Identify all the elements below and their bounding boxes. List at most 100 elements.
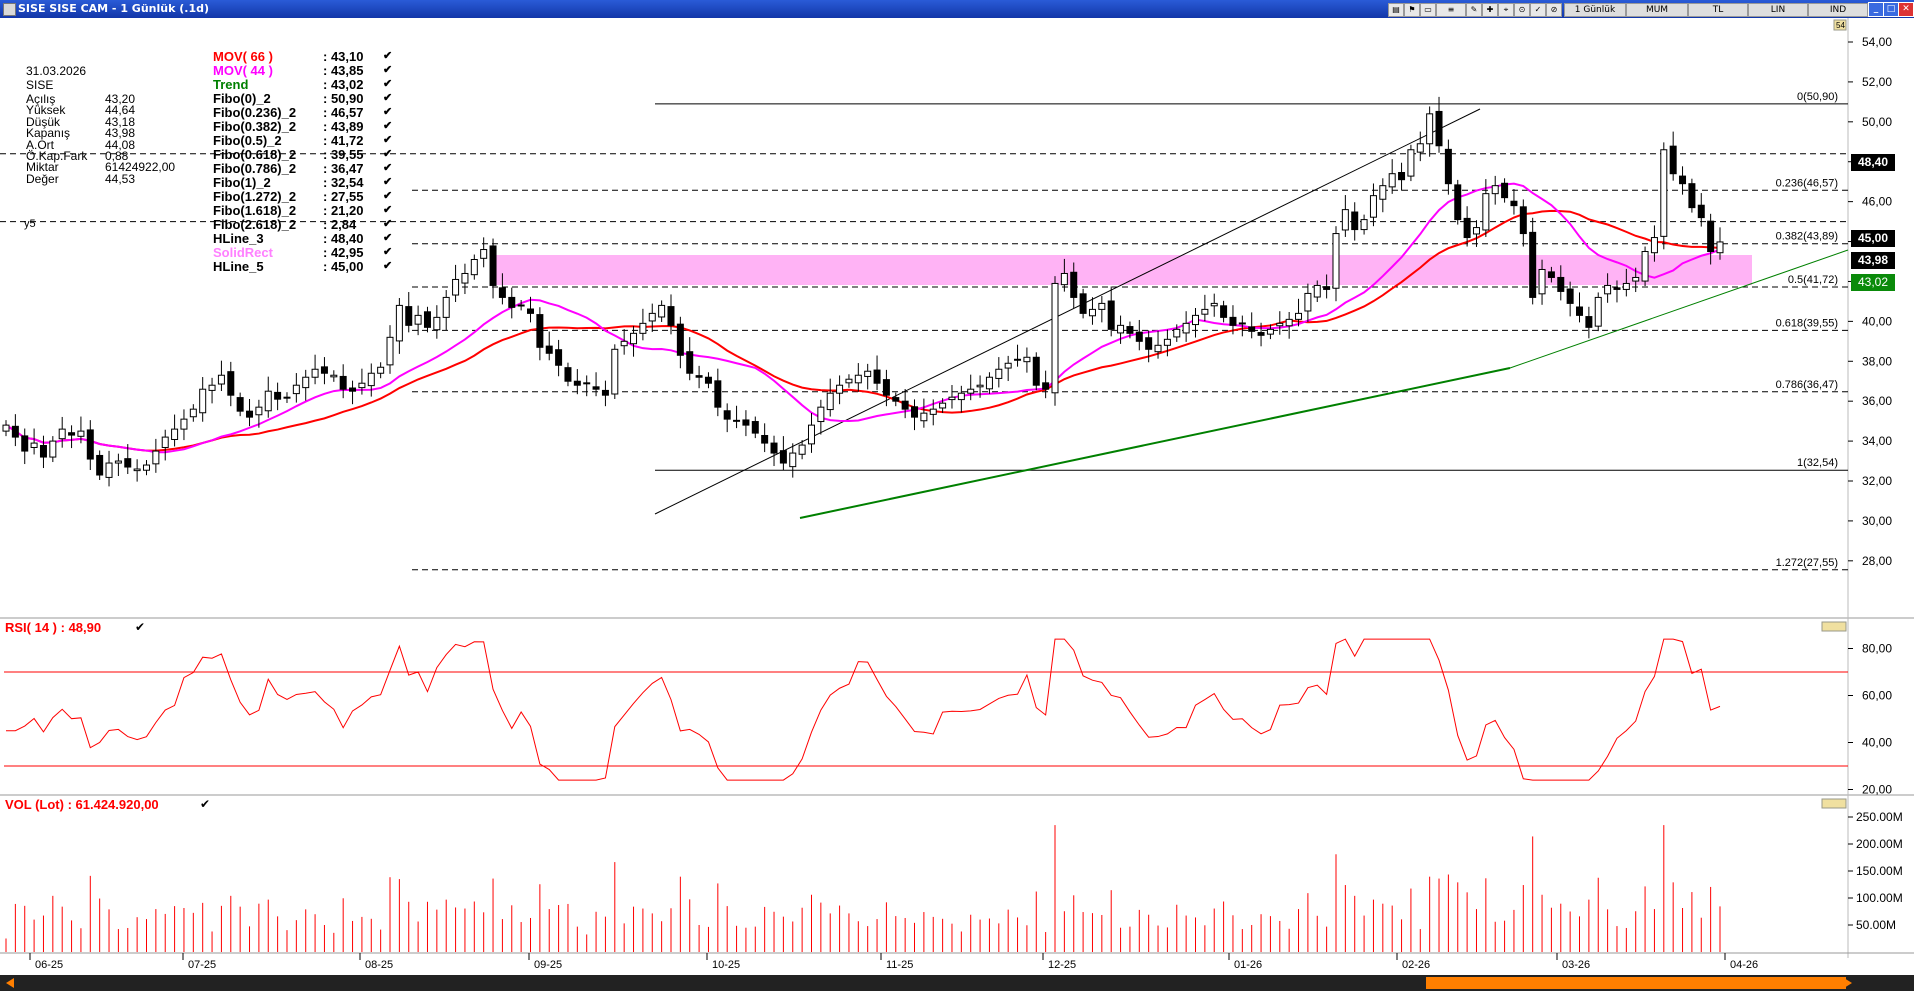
scroll-left-icon[interactable] [6,978,14,988]
time-tick-label: 02-26 [1402,959,1430,971]
indicator-row[interactable]: Fibo(1.618)_2: 21,20 ✔ [213,203,413,218]
scroll-right-icon[interactable] [1844,978,1852,988]
rsi-checkmark-icon[interactable]: ✔ [135,620,146,634]
fibo-label: 0.5(41,72) [1788,274,1838,286]
visibility-check-icon[interactable]: ✔ [383,218,393,230]
info-row: Açılış 43,20 [26,92,186,106]
indicator-row[interactable]: Fibo(0.786)_2: 36,47 ✔ [213,161,413,176]
candle-body [171,428,179,440]
candle-body [920,412,928,422]
flag-icon[interactable]: ⚑ [1404,3,1420,17]
ma44-line [5,182,1721,454]
indicator-row[interactable]: Fibo(1.272)_2: 27,55 ✔ [213,189,413,204]
candle-body [480,249,488,259]
indicator-name: Fibo(0)_2 [213,91,271,106]
rsi-panel-controls[interactable] [1821,621,1847,632]
indicator-value: : 32,54 [323,175,364,190]
candle-body [274,391,282,400]
tool-icon[interactable]: ✓ [1530,3,1546,17]
candle-body [1079,293,1087,314]
visibility-check-icon[interactable]: ✔ [383,162,393,174]
indicator-row[interactable]: Fibo(1)_2: 32,54 ✔ [213,175,413,190]
indicator-row[interactable]: Fibo(0.5)_2: 41,72 ✔ [213,133,413,148]
tool-icon[interactable]: ✚ [1482,3,1498,17]
indicator-row[interactable]: MOV( 66 ): 43,10 ✔ [213,49,413,64]
indicator-row[interactable]: Fibo(0.382)_2: 43,89 ✔ [213,119,413,134]
candle-body [723,410,731,420]
visibility-check-icon[interactable]: ✔ [383,78,393,90]
indicator-value: : 43,10 [323,49,364,64]
indicator-row[interactable]: Fibo(0)_2: 50,90 ✔ [213,91,413,106]
tool-icon[interactable]: ⌖ [1498,3,1514,17]
chart-icon[interactable]: ▤ [1388,3,1404,17]
visibility-check-icon[interactable]: ✔ [383,148,393,160]
candle-body [667,306,675,326]
tool-icon[interactable]: ⊘ [1546,3,1562,17]
candle-body [1622,282,1630,290]
visibility-check-icon[interactable]: ✔ [383,232,393,244]
candle-body [1426,113,1434,145]
candle-body [1351,211,1359,231]
time-axis: 06-25 07-25 08-25 09-25 10-25 11-25 12-25 01-26… [29,953,1758,971]
tool-icon[interactable]: ⊙ [1514,3,1530,17]
candle-body [395,304,403,342]
time-tick-label: 09-25 [534,959,562,971]
candle-body [367,372,375,387]
scale-tag[interactable] [1833,19,1847,31]
minimize-button[interactable]: _ [1868,2,1884,17]
indicator-button[interactable]: IND [1808,3,1868,17]
candle-body [789,452,797,468]
window-icon[interactable]: ▭ [1420,3,1436,17]
window-menu-icon[interactable] [3,3,16,16]
visibility-check-icon[interactable]: ✔ [383,120,393,132]
indicator-row[interactable]: Trend: 43,02 ✔ [213,77,413,92]
candle-body [1032,356,1040,386]
indicator-row[interactable]: MOV( 44 ): 43,85 ✔ [213,63,413,78]
visibility-check-icon[interactable]: ✔ [383,92,393,104]
candle-body [892,397,900,402]
candle-body [1557,276,1565,292]
candle-body [1388,173,1396,188]
visibility-check-icon[interactable]: ✔ [383,246,393,258]
candle-body [601,389,609,396]
visibility-check-icon[interactable]: ✔ [383,106,393,118]
edit-icon[interactable]: ✎ [1466,3,1482,17]
period-button[interactable]: 1 Günlük [1564,3,1626,17]
volume-checkmark-icon[interactable]: ✔ [200,797,211,811]
indicator-row[interactable]: Fibo(0.618)_2: 39,55 ✔ [213,147,413,162]
volume-panel-controls[interactable] [1821,798,1847,809]
fibo-label: 0.618(39,55) [1776,317,1838,329]
text-icon[interactable]: ≡ [1436,3,1466,17]
last-price-badge: 43,98 [1851,252,1895,269]
price-tick-label: 30,00 [1862,514,1892,528]
indicator-row[interactable]: SolidRect: 42,95 ✔ [213,245,413,260]
visibility-check-icon[interactable]: ✔ [383,204,393,216]
indicator-row[interactable]: Fibo(0.236)_2: 46,57 ✔ [213,105,413,120]
currency-button[interactable]: TL [1688,3,1748,17]
candle-body [255,406,263,416]
chart-type-button[interactable]: MUM [1626,3,1688,17]
indicator-row[interactable]: Fibo(2.618)_2: 2,84 ✔ [213,217,413,232]
candle-body [1501,182,1509,199]
candle-body [1660,149,1668,237]
candle-body [695,375,703,378]
candle-body [1472,227,1480,235]
indicator-row[interactable]: HLine_3: 48,40 ✔ [213,231,413,246]
visibility-check-icon[interactable]: ✔ [383,50,393,62]
fibo-label: 0.236(46,57) [1776,177,1838,189]
candle-body [658,304,666,318]
visibility-check-icon[interactable]: ✔ [383,190,393,202]
candle-body [882,379,890,396]
candle-body [1004,362,1012,369]
volume-tick-label: 100.00M [1856,891,1903,905]
visibility-check-icon[interactable]: ✔ [383,260,393,272]
visibility-check-icon[interactable]: ✔ [383,64,393,76]
visibility-check-icon[interactable]: ✔ [383,176,393,188]
candle-body [442,296,450,318]
indicator-row[interactable]: HLine_5: 45,00 ✔ [213,259,413,274]
scale-button[interactable]: LIN [1748,3,1808,17]
visibility-check-icon[interactable]: ✔ [383,134,393,146]
volume-tick-label: 150.00M [1856,864,1903,878]
time-scrollbar-thumb[interactable] [1426,977,1846,989]
